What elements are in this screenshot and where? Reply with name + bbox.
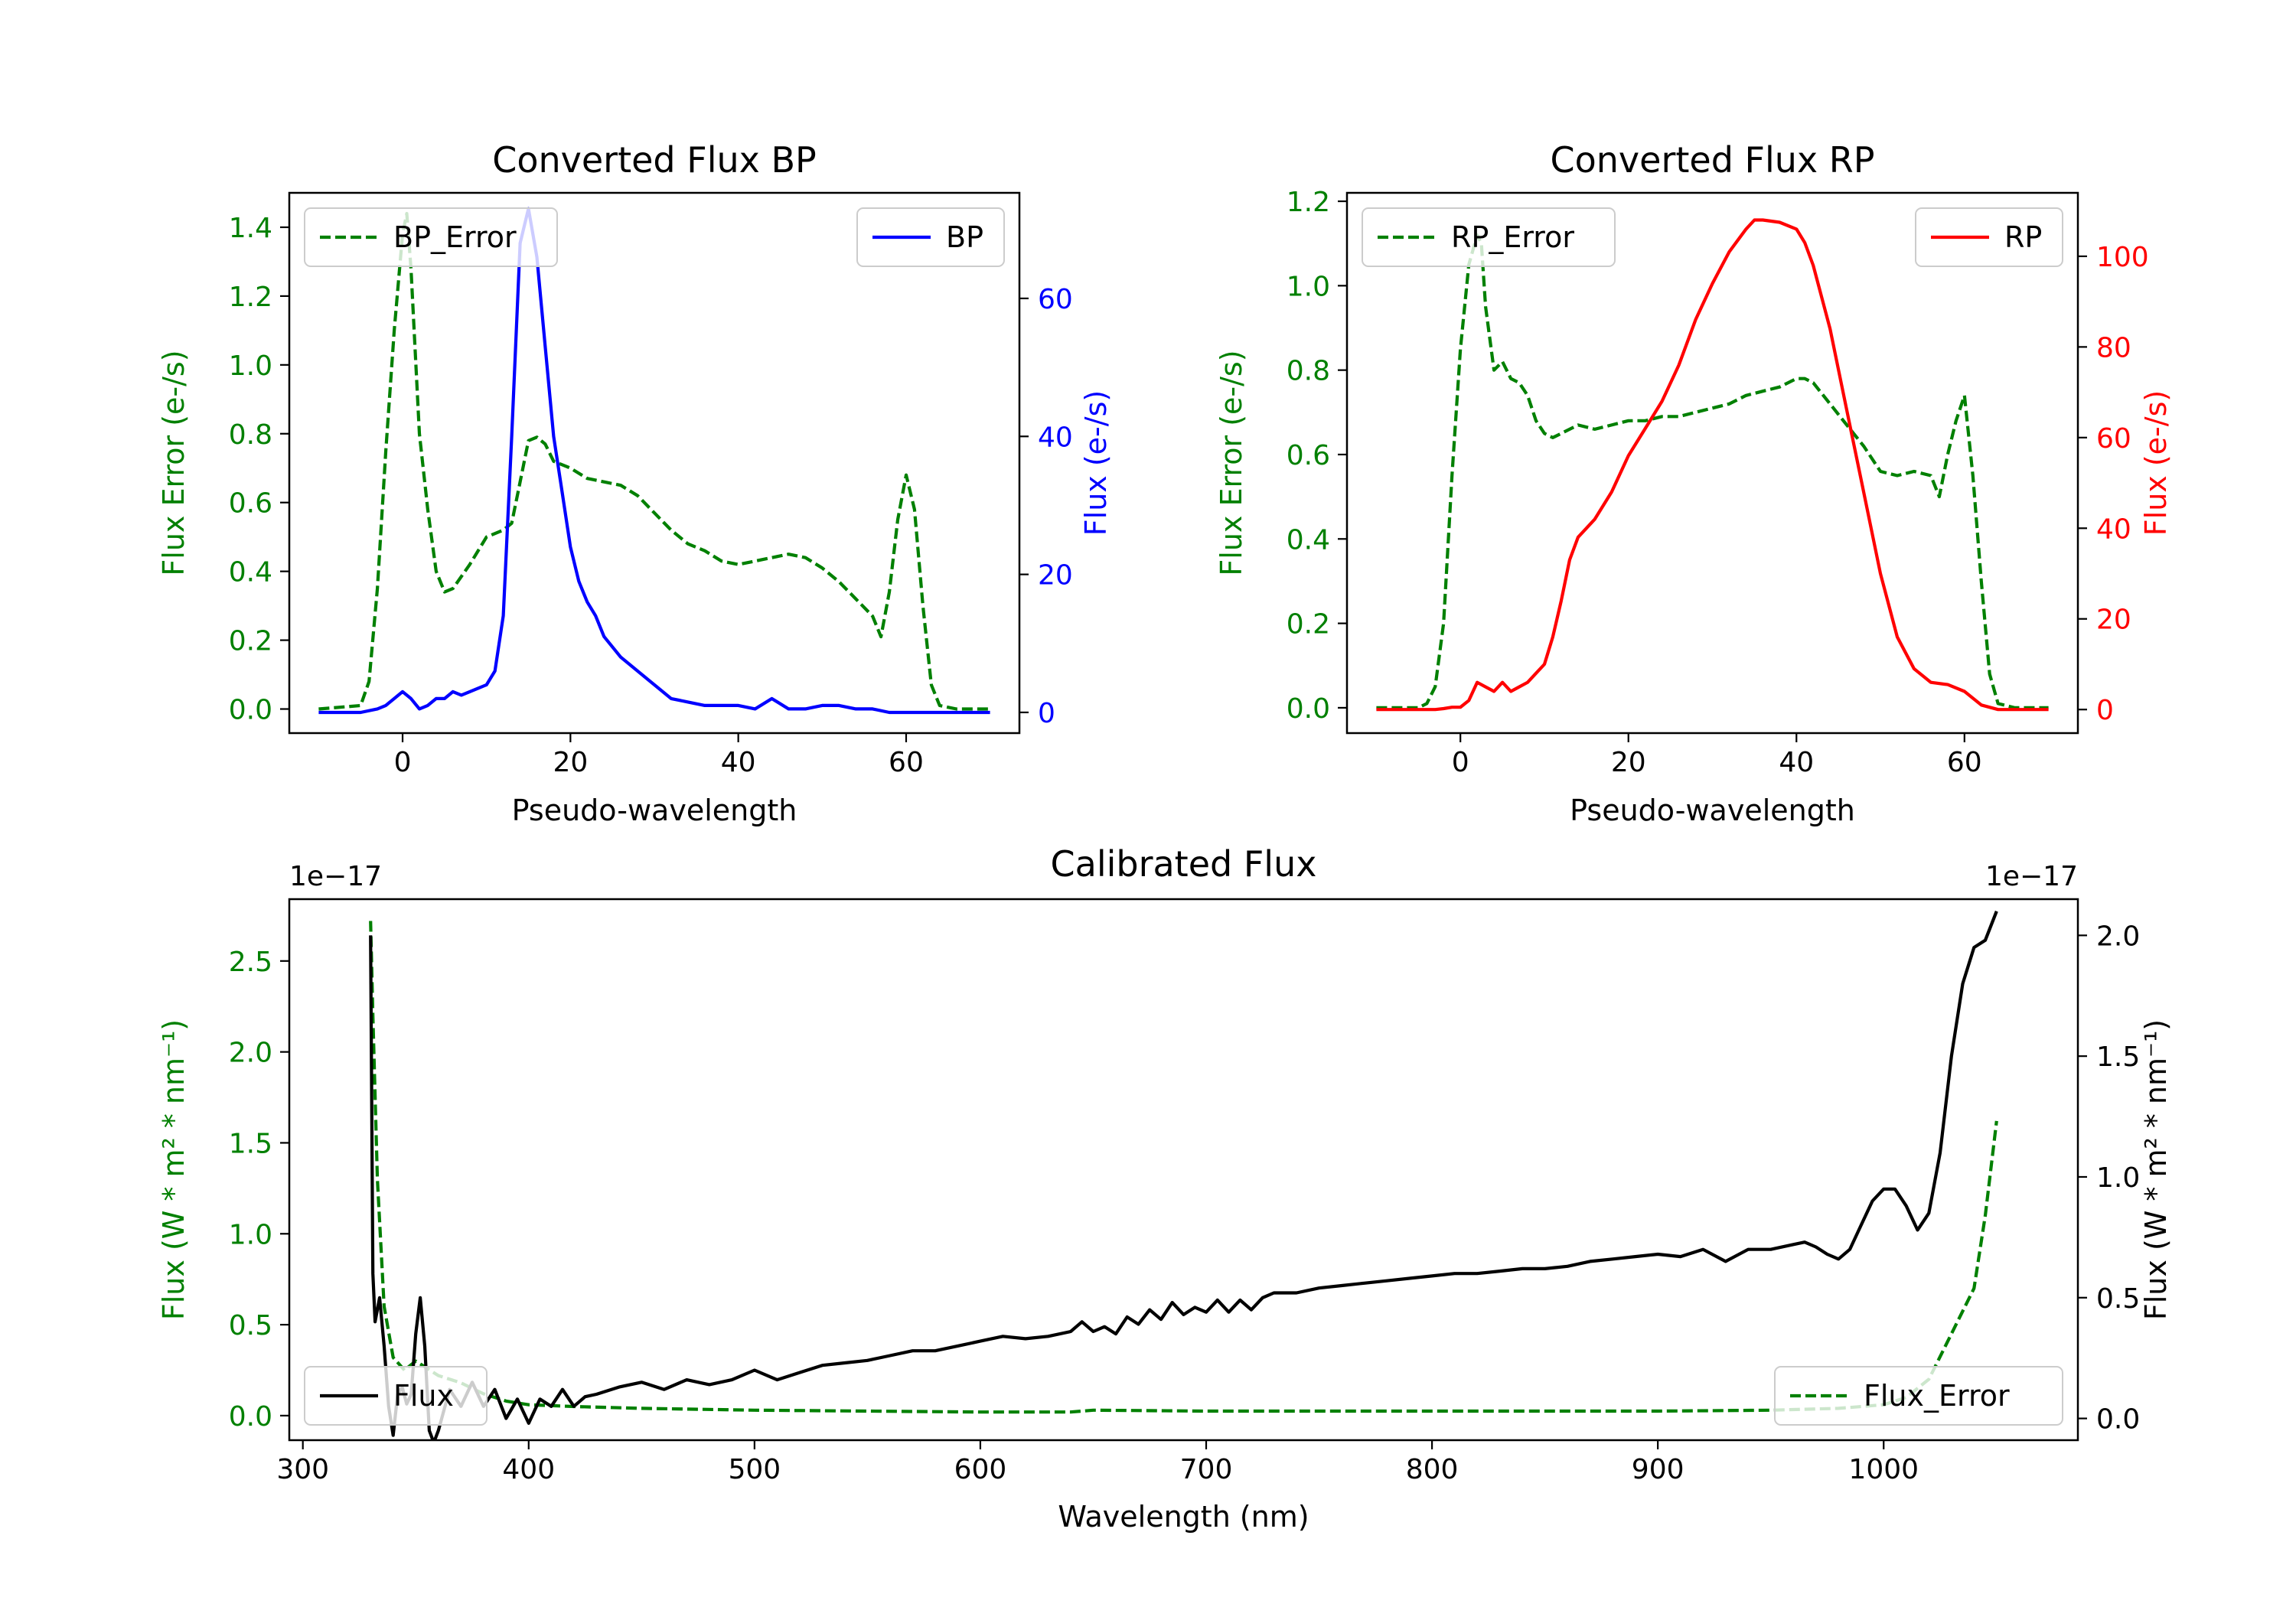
- left-y-tick-label: 0.6: [229, 488, 272, 520]
- left-y-tick-label: 0.5: [229, 1310, 272, 1341]
- x-tick-label: 700: [1180, 1454, 1233, 1485]
- x-tick-label: 40: [1779, 747, 1814, 778]
- left-y-tick-label: 0.4: [1287, 524, 1330, 556]
- right-y-tick-label: 0.0: [2096, 1404, 2140, 1436]
- legend-label: RP_Error: [1451, 220, 1574, 254]
- right-y-tick-label: 0.5: [2096, 1283, 2140, 1315]
- right-y-tick-label: 100: [2096, 242, 2149, 273]
- right-y-tick-label: 20: [2096, 605, 2131, 636]
- right-y-tick-label: 60: [1038, 284, 1073, 315]
- series-line-rp: [1376, 218, 2049, 712]
- legend-bp-error: BP_Error: [304, 207, 558, 267]
- left-y-tick-label: 0.2: [1287, 609, 1330, 641]
- x-tick-label: 20: [1611, 747, 1646, 778]
- x-tick-label: 800: [1406, 1454, 1459, 1485]
- left-y-tick-label: 1.4: [229, 213, 272, 244]
- legend-label: Flux: [393, 1379, 454, 1413]
- legend-box: [304, 207, 558, 267]
- legend-label: Flux_Error: [1864, 1379, 2010, 1413]
- left-scale-note: 1e−17: [289, 861, 382, 892]
- right-y-axis-label: Flux (e-/s): [2139, 390, 2173, 536]
- left-y-tick-label: 0.0: [229, 695, 272, 726]
- right-y-tick-label: 60: [2096, 423, 2131, 455]
- left-y-tick-label: 1.0: [1287, 271, 1330, 302]
- legend-flux: Flux: [304, 1366, 488, 1426]
- right-y-tick-label: 40: [1038, 422, 1073, 453]
- x-tick-label: 900: [1632, 1454, 1684, 1485]
- legend-bp: BP: [856, 207, 1005, 267]
- chart-rp: Converted Flux RP 0 20 40 60 Pseudo-wavelengt…: [1215, 139, 2173, 827]
- left-y-axis-label: Flux Error (e-/s): [157, 350, 191, 575]
- left-y-tick-label: 0.6: [1287, 440, 1330, 471]
- left-y-tick-label: 0.0: [1287, 693, 1330, 725]
- x-tick-label: 0: [1452, 747, 1469, 778]
- chart-title: Converted Flux BP: [492, 139, 817, 181]
- left-y-axis-label: Flux (W * m² * nm⁻¹): [157, 1019, 191, 1320]
- series-line-flux: [369, 911, 1998, 1440]
- legend-box: [1362, 207, 1616, 267]
- x-tick-label: 600: [954, 1454, 1007, 1485]
- chart-bp: Converted Flux BP 0 20 40 60 Pseudo-wavelengt…: [157, 139, 1113, 827]
- series-line-rp-error: [1376, 233, 2049, 710]
- legend-label: BP_Error: [393, 220, 517, 254]
- x-axis-label: Pseudo-wavelength: [1570, 794, 1855, 827]
- left-y-tick-label: 0.0: [229, 1401, 272, 1433]
- right-y-axis-label: Flux (W * m² * nm⁻¹): [2139, 1019, 2173, 1320]
- left-y-tick-label: 0.4: [229, 557, 272, 588]
- left-y-tick-label: 2.0: [229, 1038, 272, 1069]
- right-y-tick-label: 1.0: [2096, 1162, 2140, 1194]
- left-y-tick-label: 0.2: [229, 626, 272, 657]
- right-scale-note: 1e−17: [1985, 861, 2078, 892]
- plot-frame: [288, 191, 1021, 735]
- left-y-tick-label: 1.0: [229, 1219, 272, 1250]
- x-tick-label: 500: [728, 1454, 781, 1485]
- chart-calibrated: Calibrated Flux 300 400 500 600 700 800 900 1000…: [157, 843, 2173, 1534]
- left-y-axis-label: Flux Error (e-/s): [1215, 350, 1248, 575]
- plot-frame: [288, 898, 2079, 1442]
- legend-label: RP: [2004, 220, 2042, 254]
- x-tick-label: 0: [394, 747, 412, 778]
- left-y-tick-label: 1.2: [229, 282, 272, 313]
- x-tick-label: 60: [889, 747, 924, 778]
- right-y-tick-label: 2.0: [2096, 921, 2140, 952]
- left-y-tick-label: 1.0: [229, 350, 272, 382]
- series-line-bp-error: [318, 211, 990, 711]
- legend-box: [1774, 1366, 2063, 1426]
- legend-rp-error: RP_Error: [1362, 207, 1616, 267]
- left-y-tick-label: 0.8: [1287, 356, 1330, 387]
- right-y-tick-label: 20: [1038, 560, 1073, 592]
- plot-frame: [1345, 191, 2079, 735]
- legend-rp: RP: [1915, 207, 2063, 267]
- right-y-tick-label: 0: [2096, 695, 2114, 726]
- x-axis-label: Wavelength (nm): [1058, 1500, 1309, 1534]
- right-y-tick-label: 80: [2096, 332, 2131, 363]
- legend-box: [304, 1366, 488, 1426]
- right-y-tick-label: 1.5: [2096, 1041, 2140, 1073]
- legend-label: BP: [946, 220, 983, 254]
- series-line-bp: [318, 207, 990, 715]
- left-y-tick-label: 1.5: [229, 1128, 272, 1159]
- left-y-tick-label: 0.8: [229, 419, 272, 451]
- series-line-flux-error: [369, 921, 1998, 1414]
- left-y-tick-label: 2.5: [229, 947, 272, 978]
- legend-flux-error: Flux_Error: [1774, 1366, 2063, 1426]
- x-tick-label: 40: [721, 747, 756, 778]
- right-y-tick-label: 40: [2096, 513, 2131, 545]
- x-tick-label: 20: [553, 747, 588, 778]
- x-tick-label: 1000: [1848, 1454, 1919, 1485]
- right-y-tick-label: 0: [1038, 698, 1055, 729]
- left-y-tick-label: 1.2: [1287, 187, 1330, 218]
- chart-title: Converted Flux RP: [1551, 139, 1875, 181]
- x-tick-label: 300: [276, 1454, 329, 1485]
- x-tick-label: 400: [502, 1454, 555, 1485]
- right-y-axis-label: Flux (e-/s): [1079, 390, 1113, 536]
- x-axis-label: Pseudo-wavelength: [512, 794, 797, 827]
- chart-title: Calibrated Flux: [1051, 843, 1317, 885]
- x-tick-label: 60: [1947, 747, 1982, 778]
